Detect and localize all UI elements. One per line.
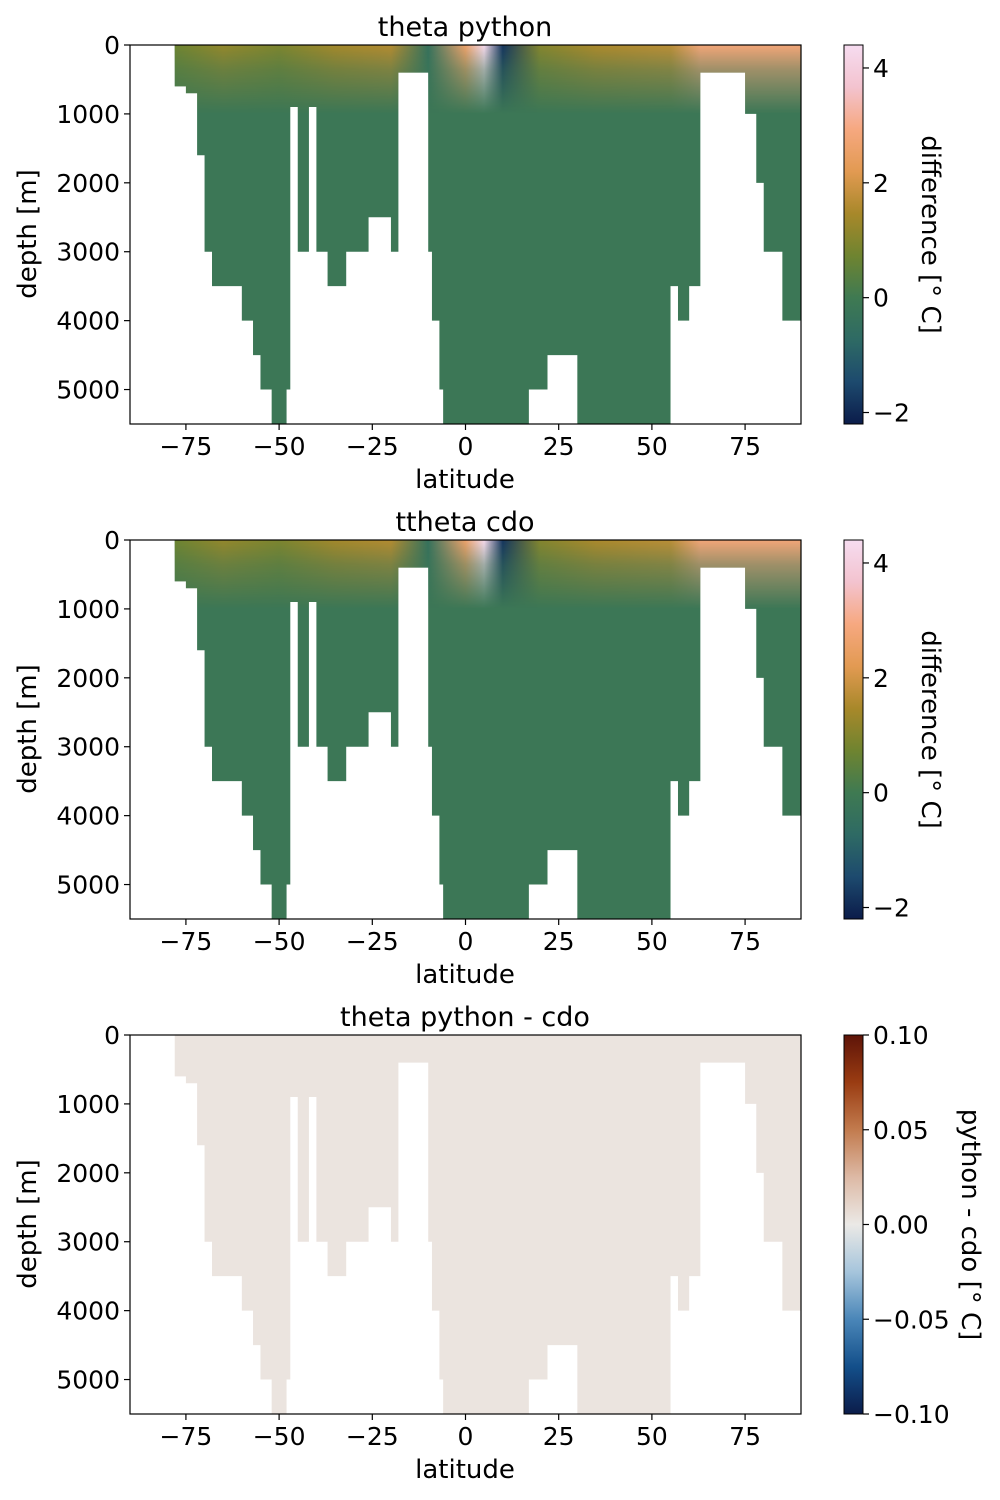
y-axis-label: depth [m] xyxy=(13,169,43,299)
plot-area xyxy=(174,540,801,919)
ocean-section xyxy=(174,45,801,424)
y-tick-label: 1000 xyxy=(56,100,120,129)
x-tick-label: 75 xyxy=(729,1422,761,1451)
y-tick-label: 0 xyxy=(104,526,120,555)
colorbar-label: difference [° C] xyxy=(915,630,945,829)
x-axis-label: latitude xyxy=(415,465,515,495)
y-tick-label: 1000 xyxy=(56,1090,120,1119)
colorbar-gradient xyxy=(843,44,864,425)
colorbar-tick-label: −0.05 xyxy=(873,1305,950,1334)
x-tick-label: −75 xyxy=(160,432,213,461)
x-axis: −75 −50 −25 0 25 50 75 xyxy=(160,424,761,461)
y-tick-label: 5000 xyxy=(56,376,120,405)
colorbar-tick-label: 0.05 xyxy=(873,1116,929,1145)
y-tick-label: 1000 xyxy=(56,595,120,624)
colorbar-tick-label: 4 xyxy=(873,549,889,578)
x-tick-label: 50 xyxy=(636,432,668,461)
x-tick-label: −75 xyxy=(160,1422,213,1451)
y-axis: 0 1000 2000 3000 4000 5000 xyxy=(56,31,130,405)
x-tick-label: 50 xyxy=(636,927,668,956)
x-axis-label: latitude xyxy=(415,1455,515,1485)
x-tick-label: 25 xyxy=(543,432,575,461)
y-tick-label: 0 xyxy=(104,1021,120,1050)
y-axis: 0 1000 2000 3000 4000 5000 xyxy=(56,1021,130,1395)
colorbar-tick-label: 2 xyxy=(873,169,889,198)
y-tick-label: 4000 xyxy=(56,307,120,336)
y-tick-label: 3000 xyxy=(56,238,120,267)
panel-theta-python-minus-cdo: theta python - cdo −75 −50 −25 0 25 50 75 0 100… xyxy=(13,1002,985,1485)
colorbar-gradient xyxy=(843,1034,864,1415)
x-tick-label: 75 xyxy=(729,432,761,461)
ocean-section xyxy=(174,1035,801,1414)
y-tick-label: 4000 xyxy=(56,802,120,831)
colorbar: −2 0 2 4 difference [° C] xyxy=(843,539,945,923)
colorbar-tick-label: 0 xyxy=(873,779,889,808)
y-tick-label: 3000 xyxy=(56,1228,120,1257)
y-tick-label: 5000 xyxy=(56,871,120,900)
y-tick-label: 2000 xyxy=(56,1159,120,1188)
colorbar-tick-label: 0 xyxy=(873,284,889,313)
x-tick-label: 0 xyxy=(458,927,474,956)
x-tick-label: −50 xyxy=(253,1422,306,1451)
x-tick-label: −50 xyxy=(253,432,306,461)
y-tick-label: 0 xyxy=(104,31,120,60)
colorbar-tick-label: 2 xyxy=(873,664,889,693)
panel-theta-python: theta python −75 −50 −25 0 25 50 75 0 1000 2000 3… xyxy=(13,12,945,495)
x-tick-label: −75 xyxy=(160,927,213,956)
colorbar-tick-label: 0.00 xyxy=(873,1211,929,1240)
colorbar-tick-label: 4 xyxy=(873,54,889,83)
x-axis: −75 −50 −25 0 25 50 75 xyxy=(160,1414,761,1451)
y-tick-label: 5000 xyxy=(56,1366,120,1395)
surface-layer xyxy=(174,45,801,114)
y-tick-label: 4000 xyxy=(56,1297,120,1326)
panel-title: theta python xyxy=(378,12,552,43)
x-axis-label: latitude xyxy=(415,960,515,990)
x-tick-label: −25 xyxy=(346,927,399,956)
x-tick-label: 0 xyxy=(458,1422,474,1451)
ocean-section xyxy=(174,540,801,919)
colorbar: −2 0 2 4 difference [° C] xyxy=(843,44,945,428)
panel-title: ttheta cdo xyxy=(395,507,534,538)
x-axis: −75 −50 −25 0 25 50 75 xyxy=(160,919,761,956)
x-tick-label: 25 xyxy=(543,927,575,956)
panel-ttheta-cdo: ttheta cdo −75 −50 −25 0 25 50 75 0 1000 2000 300… xyxy=(13,507,945,990)
colorbar-tick-label: −0.10 xyxy=(873,1400,950,1429)
plot-area xyxy=(174,1035,801,1414)
x-tick-label: −25 xyxy=(346,1422,399,1451)
surface-layer xyxy=(174,540,801,609)
colorbar-tick-label: 0.10 xyxy=(873,1021,929,1050)
colorbar-tick-label: −2 xyxy=(873,894,910,923)
y-axis-label: depth [m] xyxy=(13,664,43,794)
y-axis: 0 1000 2000 3000 4000 5000 xyxy=(56,526,130,900)
colorbar: 0.10 0.05 0.00 −0.05 −0.10 python - cdo [° C] xyxy=(843,1021,985,1429)
x-tick-label: 0 xyxy=(458,432,474,461)
plot-area xyxy=(174,45,801,424)
x-tick-label: 50 xyxy=(636,1422,668,1451)
x-tick-label: −50 xyxy=(253,927,306,956)
difference-field xyxy=(174,1035,801,1414)
colorbar-label: python - cdo [° C] xyxy=(955,1109,985,1341)
y-tick-label: 3000 xyxy=(56,733,120,762)
x-tick-label: 25 xyxy=(543,1422,575,1451)
x-tick-label: −25 xyxy=(346,432,399,461)
colorbar-label: difference [° C] xyxy=(915,135,945,334)
colorbar-tick-label: −2 xyxy=(873,399,910,428)
x-tick-label: 75 xyxy=(729,927,761,956)
y-tick-label: 2000 xyxy=(56,664,120,693)
y-axis-label: depth [m] xyxy=(13,1159,43,1289)
panel-title: theta python - cdo xyxy=(340,1002,590,1033)
y-tick-label: 2000 xyxy=(56,169,120,198)
colorbar-gradient xyxy=(843,539,864,920)
